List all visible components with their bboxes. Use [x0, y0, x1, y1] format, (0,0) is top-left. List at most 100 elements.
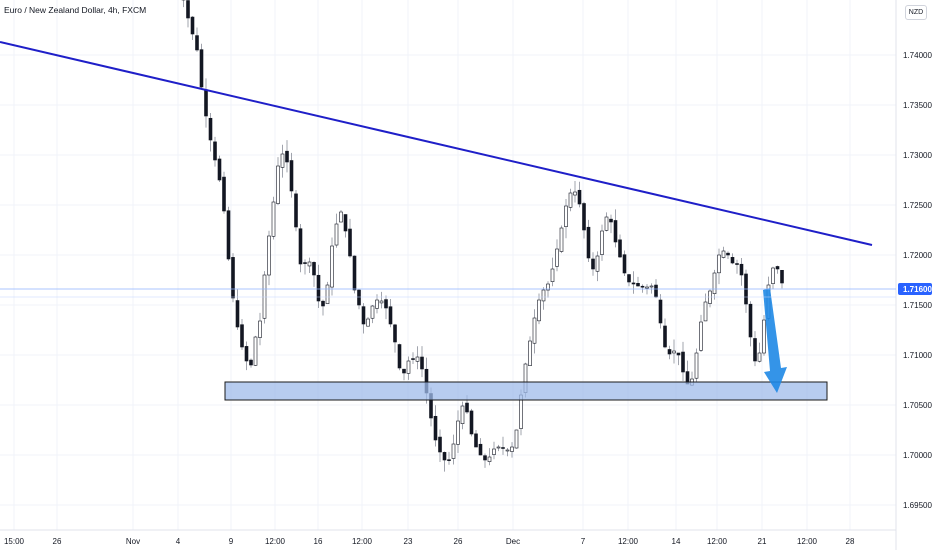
candle-body [730, 257, 735, 264]
candle-body [676, 352, 681, 356]
candle-body [222, 176, 226, 212]
price-tick-label: 1.70500 [903, 401, 932, 410]
candle-body [699, 321, 703, 351]
candle-body [352, 255, 357, 291]
time-tick-label: 12:00 [797, 537, 818, 546]
candle-body [190, 16, 195, 35]
candle-body [487, 456, 492, 462]
candle-body [762, 319, 766, 354]
candle-body [645, 286, 649, 289]
candle-body [357, 289, 361, 306]
candle-body [415, 356, 420, 362]
candle-body [231, 257, 235, 299]
candle-body [496, 446, 501, 449]
time-tick-label: 15:00 [4, 537, 25, 546]
price-tick-label: 1.71000 [903, 351, 932, 360]
candle-body [195, 35, 199, 51]
candle-body [303, 262, 307, 264]
candle-body [469, 410, 474, 435]
candle-body [366, 318, 370, 327]
price-tick-label: 1.72500 [903, 201, 932, 210]
candle-body [568, 192, 573, 208]
candle-body [411, 358, 415, 360]
down-arrow[interactable] [763, 288, 787, 393]
candle-body [532, 317, 537, 344]
candle-body [370, 305, 375, 319]
candle-body [325, 284, 330, 304]
candle-body [406, 360, 411, 374]
candle-body [748, 303, 753, 338]
candle-body [640, 285, 645, 288]
price-tick-label: 1.72000 [903, 251, 932, 260]
candle-body [618, 239, 622, 258]
candle-body [622, 254, 627, 274]
candle-body [649, 285, 654, 288]
price-tick-label: 1.73500 [903, 101, 932, 110]
currency-button[interactable]: NZD [905, 5, 927, 20]
candle-body [577, 189, 582, 205]
chart-title: Euro / New Zealand Dollar, 4h, FXCM [4, 5, 147, 15]
candle-body [721, 250, 726, 258]
support-zone-rect[interactable] [224, 381, 828, 401]
candle-body [753, 338, 757, 362]
candle-body [492, 448, 496, 455]
candle-body [465, 402, 469, 413]
candle-body [555, 248, 559, 267]
candle-body [703, 301, 708, 322]
candle-body [586, 226, 591, 259]
candle-body [595, 255, 600, 272]
candle-body [447, 459, 451, 461]
time-tick-label: 26 [454, 537, 463, 546]
candle-body [474, 433, 478, 448]
candle-body [393, 324, 397, 343]
candle-body [226, 210, 231, 260]
candle-body [780, 269, 784, 284]
candle-body [199, 49, 204, 88]
candle-body [505, 449, 510, 452]
candle-body [213, 141, 217, 161]
candle-body [298, 228, 303, 265]
candle-body [258, 320, 262, 338]
candle-body [361, 306, 366, 325]
candle-body [483, 455, 487, 461]
candle-body [501, 447, 505, 449]
candle-body [312, 262, 316, 276]
candle-body [631, 282, 636, 285]
candle-body [456, 420, 460, 445]
time-axis[interactable]: 15:00 26 Nov 4 9 12:00 16 12:00 23 26 Dec 7 12:00 14 1… [4, 537, 855, 546]
candle-body [420, 356, 424, 370]
candle-body [478, 443, 483, 456]
candle-body [267, 235, 271, 276]
time-tick-label: 26 [53, 537, 62, 546]
price-axis[interactable]: 1.74000 1.73500 1.73000 1.72500 1.72000 1.715… [903, 51, 932, 510]
candle-body [186, 0, 190, 19]
candle-body [739, 263, 744, 276]
candle-body [348, 228, 352, 257]
candle-body [541, 289, 546, 302]
candle-body [613, 220, 618, 243]
candle-body [339, 211, 343, 223]
candle-body [681, 351, 685, 373]
time-tick-label: Dec [506, 537, 520, 546]
time-tick-label: 21 [758, 537, 767, 546]
candle-body [582, 203, 586, 231]
support-zone[interactable] [224, 381, 828, 401]
candles [181, 0, 784, 472]
candle-body [559, 227, 564, 252]
candle-body [528, 340, 532, 366]
candle-body [294, 193, 298, 228]
candle-body [316, 274, 321, 302]
candle-body [388, 306, 393, 325]
candle-body [217, 158, 222, 181]
trendline[interactable] [0, 41, 873, 246]
candle-body [694, 352, 699, 379]
candle-body [208, 117, 213, 141]
candle-body [510, 446, 514, 452]
candle-body [330, 245, 334, 288]
candle-body [550, 268, 555, 282]
candle-body [375, 299, 379, 309]
candle-body [276, 165, 280, 204]
candle-body [672, 350, 676, 354]
